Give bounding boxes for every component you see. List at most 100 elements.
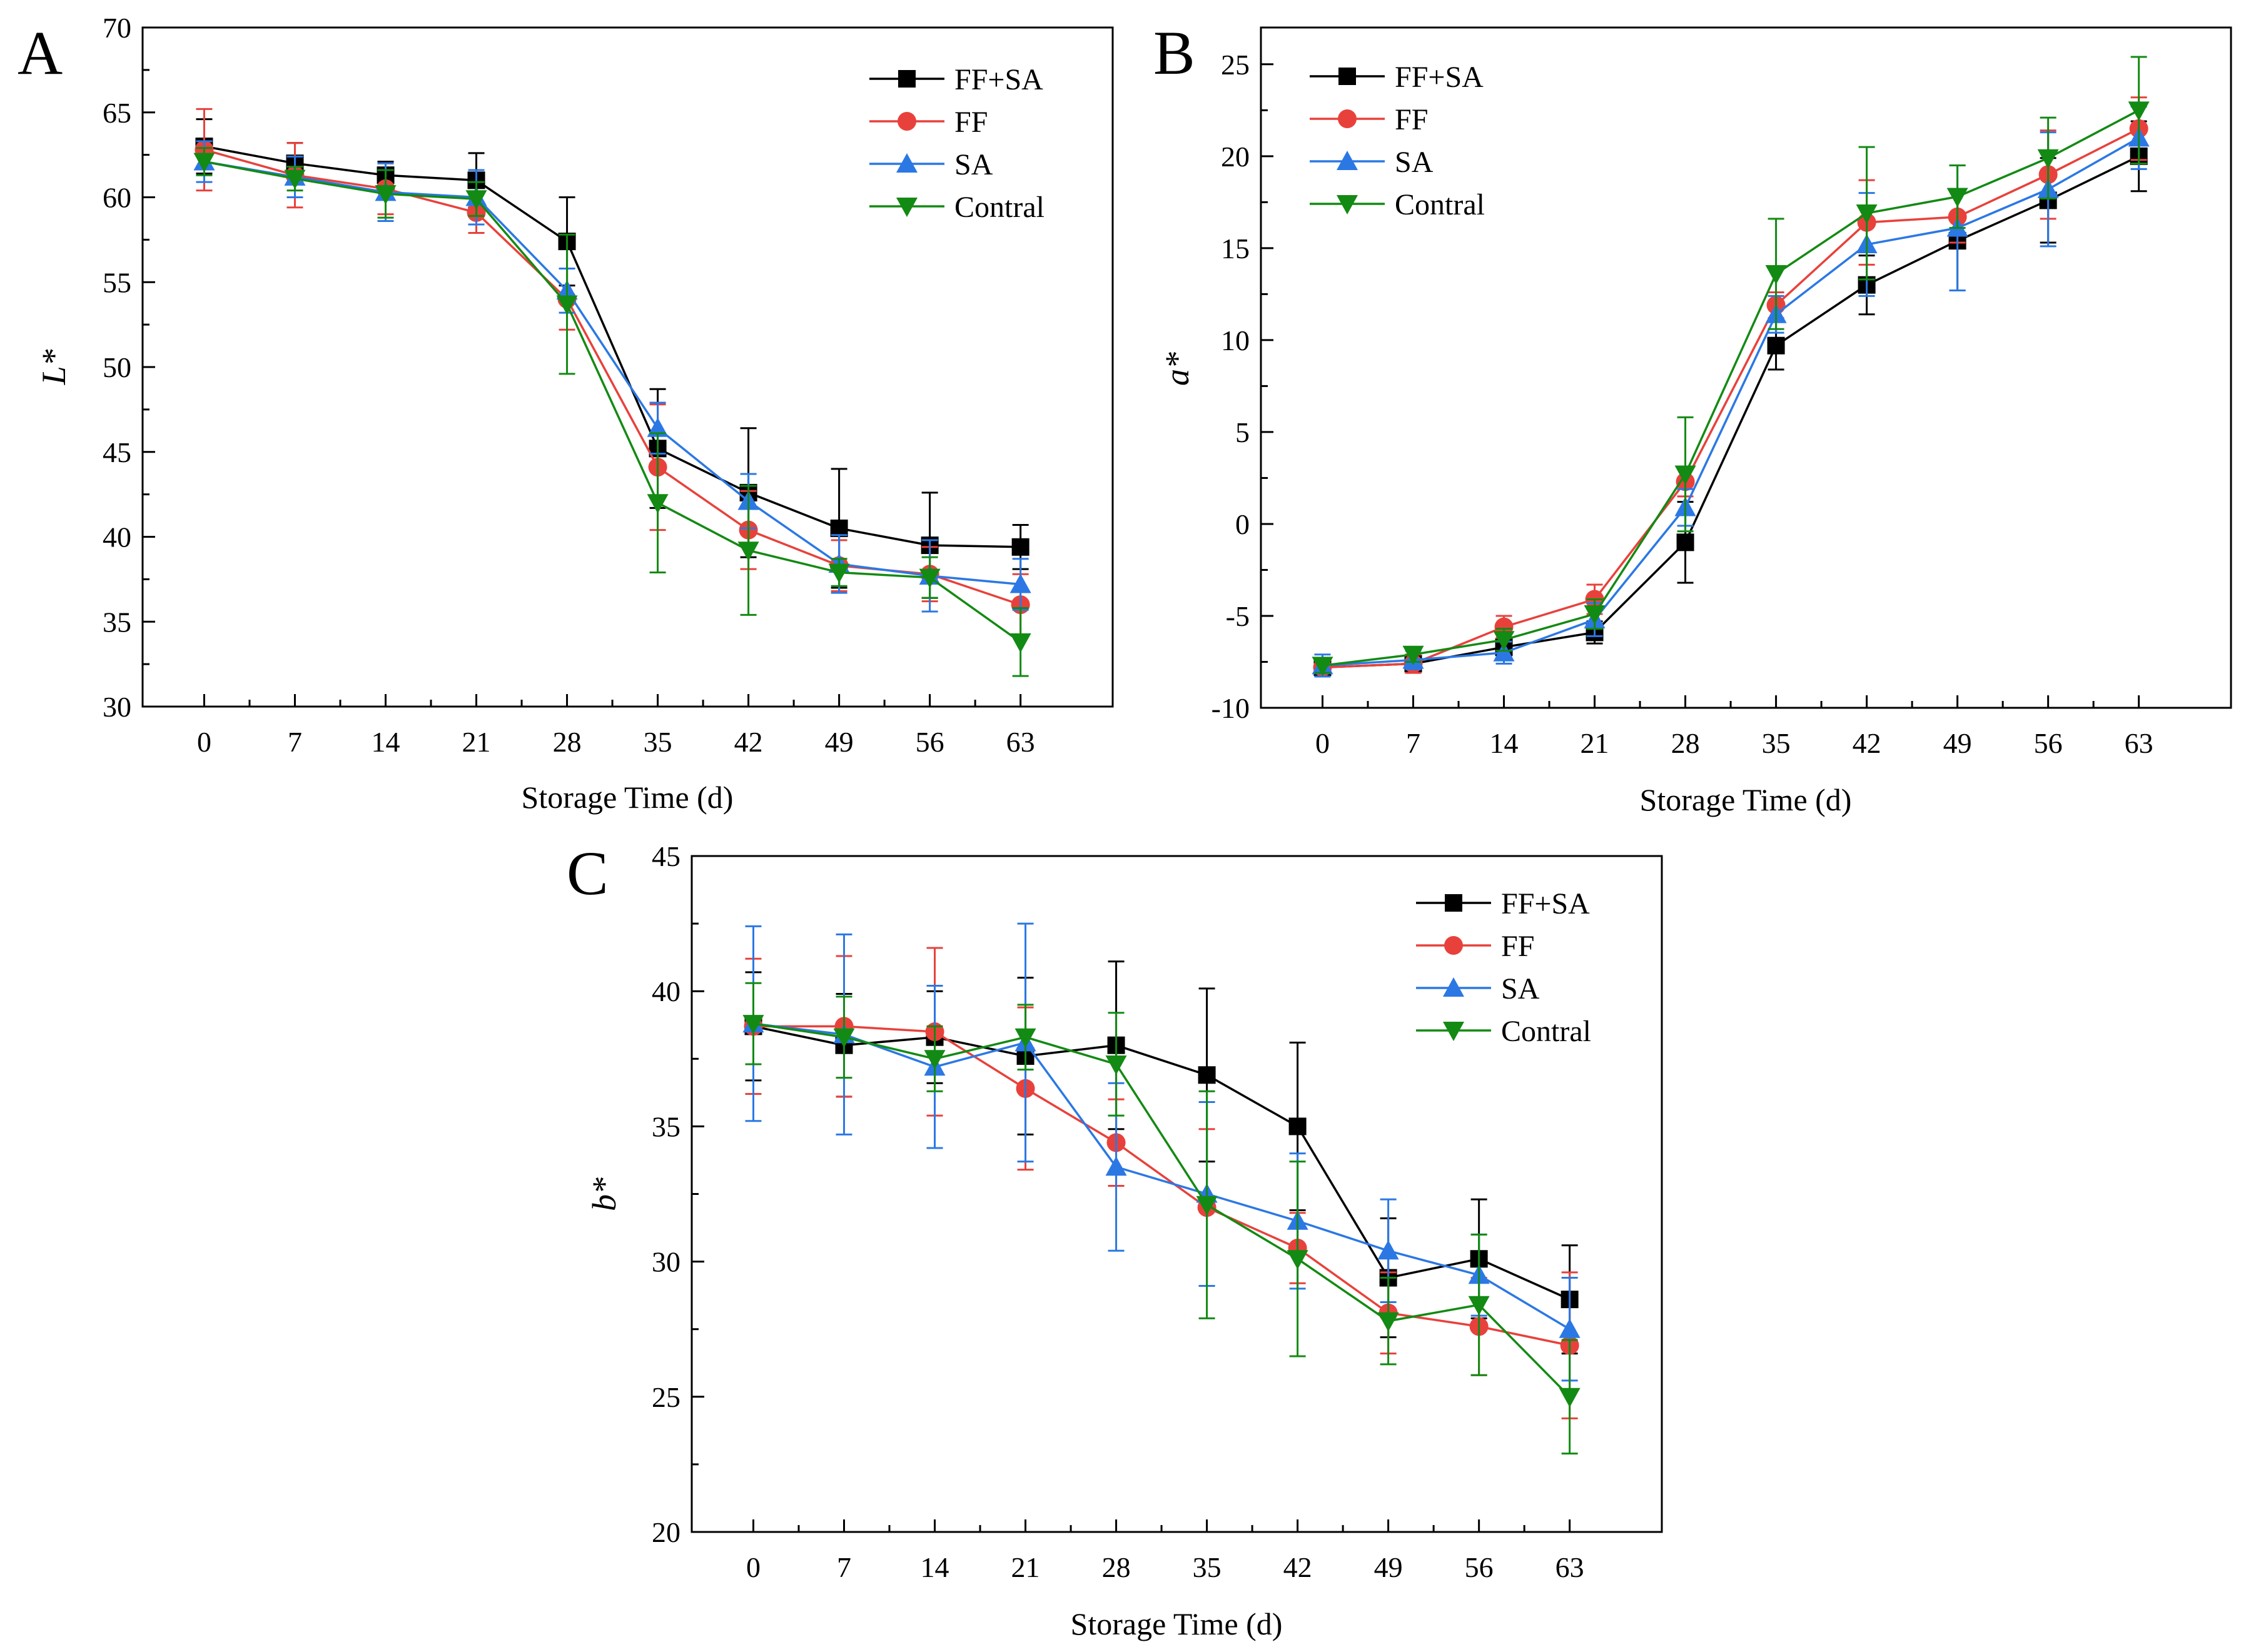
data-point xyxy=(2128,101,2150,121)
panel-a-y-axis-title: L* xyxy=(35,349,73,385)
panel-b-legend-entry: FF+SA xyxy=(1310,61,1484,94)
panel-a-y-tick-label: 40 xyxy=(103,521,131,553)
data-point xyxy=(647,494,669,514)
legend-marker xyxy=(896,198,918,217)
legend-marker xyxy=(1443,977,1464,997)
series-line xyxy=(753,1022,1571,1398)
data-point xyxy=(1767,336,1785,355)
panel-b-y-tick-label: 5 xyxy=(1235,416,1250,448)
data-point xyxy=(1196,1196,1218,1216)
legend-marker xyxy=(1337,151,1358,170)
panel-b-x-tick-label: 28 xyxy=(1671,727,1700,759)
series-line xyxy=(204,160,1021,643)
panel-b-x-tick-label: 49 xyxy=(1943,727,1972,759)
data-point xyxy=(919,568,941,588)
panel-a-y-tick-label: 35 xyxy=(103,606,131,638)
panel-b-y-tick-label: 20 xyxy=(1221,141,1250,173)
data-point xyxy=(2037,149,2059,169)
legend-marker xyxy=(898,70,916,88)
series-line xyxy=(753,1025,1571,1347)
series-line xyxy=(753,1025,1571,1301)
legend-label: Contral xyxy=(954,191,1045,224)
data-point xyxy=(465,190,487,210)
panel-c-series-contral xyxy=(742,982,1581,1455)
panel-c-y-tick-label: 25 xyxy=(652,1381,680,1413)
series-line xyxy=(1322,136,2140,667)
panel-b-series-contral xyxy=(1312,56,2150,677)
panel-c-y-axis-title: b* xyxy=(585,1177,623,1211)
panel-a-x-tick-label: 7 xyxy=(288,726,302,758)
legend-label: FF xyxy=(1395,103,1428,136)
data-point xyxy=(1105,1055,1127,1075)
legend-label: Contral xyxy=(1501,1015,1591,1048)
panel-b-x-tick-label: 35 xyxy=(1762,727,1791,759)
panel-c-legend-entry: FF+SA xyxy=(1416,887,1590,920)
data-point xyxy=(1676,533,1694,552)
panel-b-x-tick-label: 14 xyxy=(1490,727,1519,759)
data-point xyxy=(1946,188,1968,208)
panel-b-legend-entry: FF xyxy=(1310,103,1428,136)
legend-label: Contral xyxy=(1395,188,1485,221)
panel-b-legend-entry: SA xyxy=(1310,146,1434,179)
panel-c-letter: C xyxy=(567,839,609,908)
data-point xyxy=(1011,538,1029,556)
panel-a-legend-entry: FF+SA xyxy=(869,63,1043,96)
data-point xyxy=(1559,1318,1581,1338)
panel-a-x-tick-label: 63 xyxy=(1006,726,1035,758)
panel-c-x-axis-title: Storage Time (d) xyxy=(1071,1606,1283,1641)
data-point xyxy=(924,1050,946,1070)
panel-a-legend-entry: SA xyxy=(869,148,993,181)
panel-a-x-tick-label: 14 xyxy=(372,726,400,758)
panel-b-y-tick-label: 15 xyxy=(1221,233,1250,264)
panel-a-x-tick-label: 21 xyxy=(462,726,491,758)
legend-label: FF xyxy=(954,106,988,139)
series-line xyxy=(753,1022,1571,1331)
legend-marker xyxy=(1337,195,1358,214)
data-point xyxy=(1402,645,1424,665)
legend-label: SA xyxy=(954,148,993,181)
panel-a-y-tick-label: 65 xyxy=(103,97,131,129)
panel-b-x-axis-title: Storage Time (d) xyxy=(1640,782,1852,817)
series-line xyxy=(204,145,1021,548)
data-point xyxy=(1493,631,1515,651)
panel-a-x-tick-label: 49 xyxy=(825,726,854,758)
panel-c-chart: C 20 25 30 35 40 45 0 7 14 21 28 35 42 49 56 63 Storag… xyxy=(567,839,1663,1641)
panel-c-x-tick-label: 7 xyxy=(837,1551,851,1583)
data-point xyxy=(833,1028,855,1048)
panel-c-y-tick-label: 30 xyxy=(652,1246,680,1278)
legend-marker xyxy=(898,112,916,131)
panel-a-y-tick-label: 55 xyxy=(103,266,131,298)
data-point xyxy=(742,1015,764,1035)
data-point xyxy=(1674,465,1696,485)
legend-label: FF+SA xyxy=(954,63,1043,96)
panel-c-x-tick-label: 14 xyxy=(921,1551,949,1583)
data-point xyxy=(1584,605,1606,625)
panel-a-x-tick-label: 56 xyxy=(916,726,944,758)
panel-c-y-tick-label: 45 xyxy=(652,840,680,872)
panel-a-y-tick-label: 30 xyxy=(103,691,131,723)
data-point xyxy=(1765,265,1787,285)
panel-b-y-tick-label: 10 xyxy=(1221,325,1250,356)
data-point xyxy=(737,541,759,562)
panel-a-legend-entry: Contral xyxy=(869,191,1045,224)
data-point xyxy=(1856,204,1878,224)
data-point xyxy=(556,295,578,315)
panel-a-x-tick-label: 42 xyxy=(734,726,763,758)
panel-b-plot-frame xyxy=(1260,26,2232,709)
data-point xyxy=(1105,1156,1127,1176)
panel-c-x-tick-label: 35 xyxy=(1193,1551,1222,1583)
series-line xyxy=(1322,128,2140,669)
data-point xyxy=(1009,573,1031,593)
data-point xyxy=(1198,1066,1216,1084)
panel-a-x-tick-label: 35 xyxy=(644,726,672,758)
panel-c-legend-entry: SA xyxy=(1416,972,1540,1005)
panel-a-series-contral xyxy=(193,147,1031,677)
legend-marker xyxy=(1443,1022,1464,1041)
panel-b-y-axis-title: a* xyxy=(1158,352,1196,386)
panel-b-y-tick-label: 25 xyxy=(1221,49,1250,81)
panel-a-legend-entry: FF xyxy=(869,106,988,139)
legend-marker xyxy=(1445,894,1462,912)
panel-b-y-tick-label: -10 xyxy=(1211,692,1250,724)
data-point xyxy=(1559,1388,1581,1408)
legend-marker xyxy=(1444,936,1463,955)
